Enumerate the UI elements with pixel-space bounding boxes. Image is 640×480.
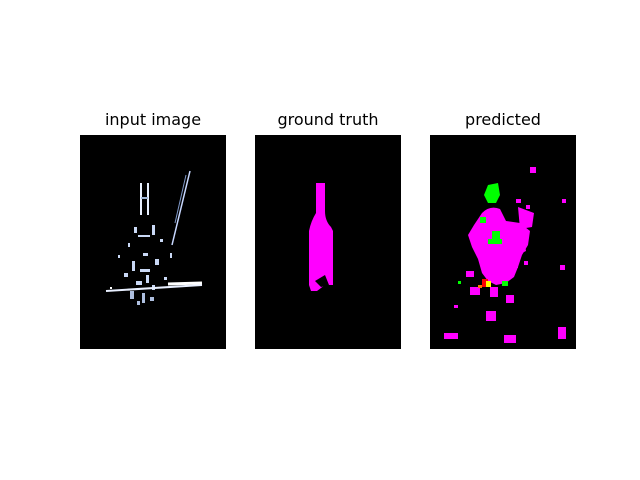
ground-truth-mask [255, 135, 401, 349]
predicted-title: predicted [465, 110, 541, 129]
input-image-title: input image [104, 110, 202, 129]
input-image-graphic [80, 135, 226, 349]
ground-truth-panel [255, 135, 401, 349]
bottle-mask-shape [309, 183, 333, 291]
predicted-magenta-regions [444, 167, 566, 343]
predicted-red-yellow-regions [478, 279, 491, 288]
predicted-panel [430, 135, 576, 349]
predicted-green-regions [458, 183, 508, 286]
input-image-panel [80, 135, 226, 349]
predicted-mask [430, 135, 576, 349]
ground-truth-title: ground truth [277, 110, 379, 129]
